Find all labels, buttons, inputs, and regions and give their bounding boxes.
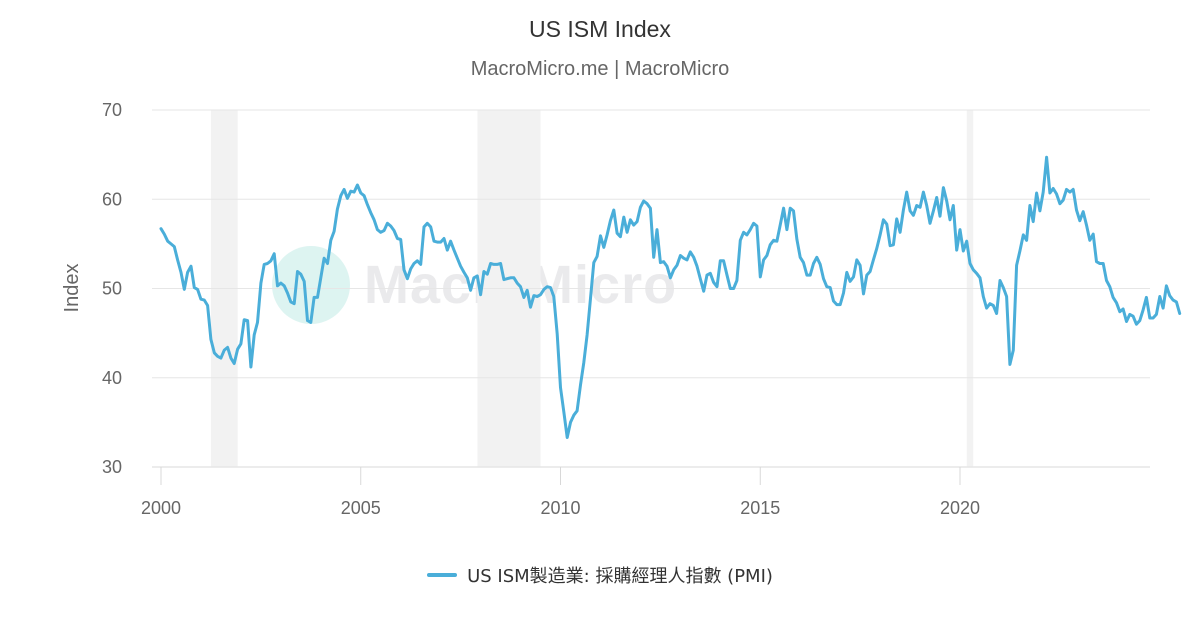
legend[interactable]: US ISM製造業: 採購經理人指數 (PMI) [0, 562, 1200, 588]
grid-lines [152, 109, 1150, 468]
y-tick-label: 60 [102, 189, 122, 209]
y-tick-label: 70 [102, 100, 122, 120]
x-tick-label: 2015 [740, 498, 780, 518]
legend-swatch-icon [427, 573, 458, 577]
y-tick-label: 40 [102, 368, 122, 388]
pmi-series-line[interactable] [159, 155, 1182, 439]
x-axis: 2000 2005 2010 2015 2020 [141, 467, 980, 518]
x-tick-label: 2010 [540, 498, 580, 518]
chart-title: US ISM Index [529, 16, 671, 42]
y-axis: 30 40 50 60 70 [102, 100, 122, 477]
x-tick-label: 2005 [341, 498, 381, 518]
legend-label: US ISM製造業: 採購經理人指數 (PMI) [467, 566, 773, 587]
y-tick-label: 30 [102, 457, 122, 477]
x-tick-label: 2020 [940, 498, 980, 518]
y-axis-label: Index [61, 264, 83, 313]
y-tick-label: 50 [102, 279, 122, 299]
chart-subtitle: MacroMicro.me | MacroMicro [470, 58, 730, 80]
x-tick-label: 2000 [141, 498, 181, 518]
